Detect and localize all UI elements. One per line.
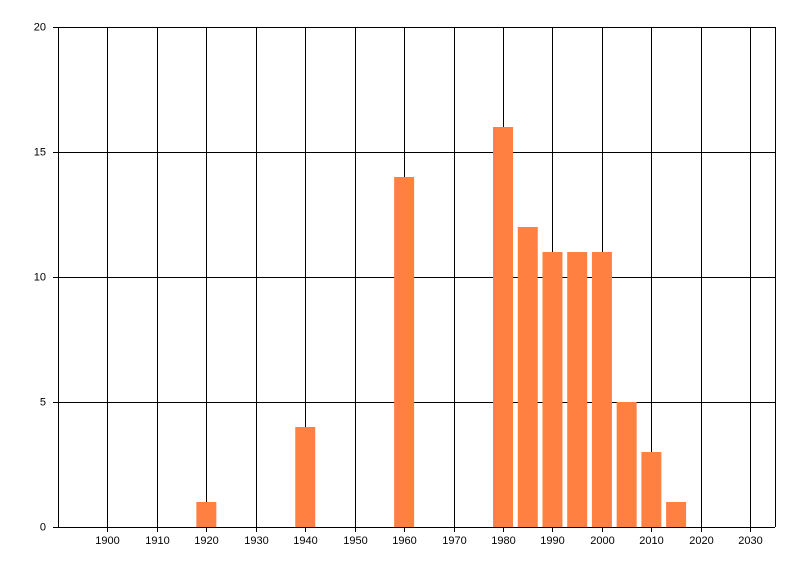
bar (616, 402, 637, 527)
x-tick-label: 2030 (738, 535, 762, 547)
bar (567, 252, 588, 527)
y-tick-label: 5 (40, 396, 46, 408)
bar (517, 227, 538, 527)
bar (542, 252, 563, 527)
x-tick-label: 1920 (194, 535, 218, 547)
bar (394, 177, 415, 527)
x-tick-label: 1950 (343, 535, 367, 547)
x-tick-label: 1980 (491, 535, 515, 547)
x-tick-label: 1970 (442, 535, 466, 547)
y-tick-label: 10 (34, 271, 46, 283)
x-tick-label: 1940 (293, 535, 317, 547)
x-tick-label: 1990 (540, 535, 564, 547)
bar (591, 252, 612, 527)
x-tick-label: 2000 (590, 535, 614, 547)
x-tick-label: 2020 (689, 535, 713, 547)
bar (493, 127, 514, 527)
bar (196, 502, 217, 527)
bar (295, 427, 316, 527)
x-tick-label: 1910 (145, 535, 169, 547)
y-tick-label: 15 (34, 146, 46, 158)
x-tick-label: 1930 (244, 535, 268, 547)
x-tick-label: 1960 (392, 535, 416, 547)
bar (666, 502, 687, 527)
x-tick-label: 1900 (95, 535, 119, 547)
bar (641, 452, 662, 527)
y-tick-label: 0 (40, 521, 46, 533)
y-tick-label: 20 (34, 21, 46, 33)
x-tick-label: 2010 (639, 535, 663, 547)
